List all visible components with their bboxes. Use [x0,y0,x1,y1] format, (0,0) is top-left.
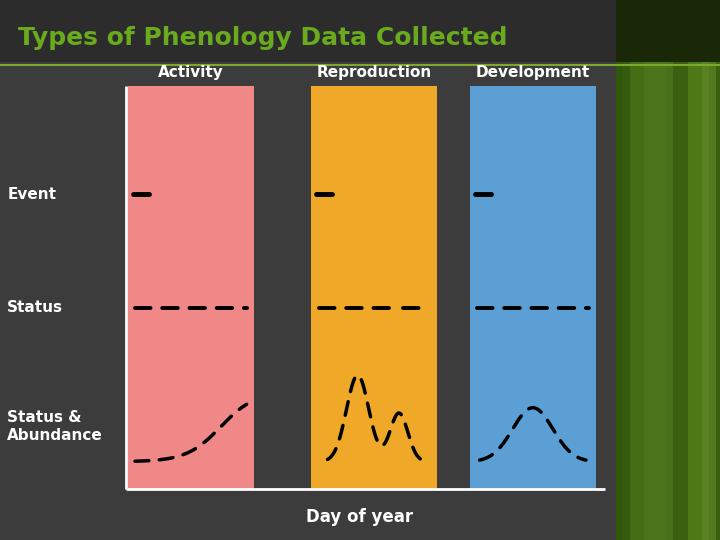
Bar [702,0,716,540]
Bar [673,0,709,540]
Text: Status: Status [7,300,63,315]
Bar [616,0,720,62]
Bar [311,86,437,489]
Bar [616,0,630,540]
Text: Reproduction: Reproduction [317,65,432,80]
Bar [688,0,709,540]
Bar [128,86,254,489]
Text: Activity: Activity [158,65,224,80]
Text: Event: Event [7,187,56,202]
Bar [644,0,673,540]
Bar [0,0,616,62]
Text: Development: Development [476,65,590,80]
Bar [616,0,720,540]
Bar [623,0,666,540]
Text: Day of year: Day of year [307,509,413,526]
Text: Status &
Abundance: Status & Abundance [7,410,103,443]
Text: Types of Phenology Data Collected: Types of Phenology Data Collected [18,26,508,50]
Bar [469,86,596,489]
